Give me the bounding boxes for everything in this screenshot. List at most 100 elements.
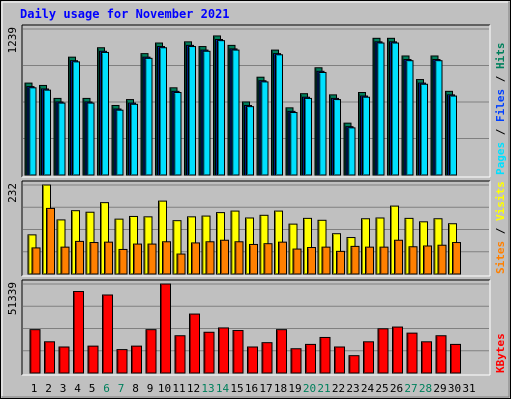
right-legend-visits: Visits [494, 181, 507, 221]
x-tick-label: 25 [375, 382, 388, 395]
x-tick-label: 17 [259, 382, 272, 395]
x-tick-label: 26 [390, 382, 403, 395]
bar-kbytes [102, 294, 113, 374]
x-tick-label: 24 [361, 382, 375, 395]
bar-sites [350, 245, 360, 275]
x-tick-label: 27 [404, 382, 417, 395]
bar-kbytes [247, 346, 258, 374]
y-max-label: 51339 [6, 282, 19, 315]
bar-pages [333, 99, 341, 176]
bar-kbytes [305, 343, 316, 374]
bar-pages [144, 57, 153, 176]
bar-kbytes [73, 291, 84, 374]
bar-kbytes [392, 326, 403, 374]
bar-sites [423, 245, 432, 275]
x-tick-label: 23 [346, 382, 359, 395]
bar-pages [231, 49, 240, 176]
panel-hits-files-pages: 1239 Pages / Files / Hits [6, 24, 507, 178]
right-legend-separator: / [494, 221, 507, 241]
bar-kbytes [334, 346, 345, 374]
bar-kbytes [87, 345, 99, 374]
bar-kbytes [174, 335, 186, 374]
bar-pages [101, 51, 109, 176]
bar-kbytes [450, 343, 461, 374]
bar-sites [191, 242, 200, 275]
x-tick-label: 11 [172, 382, 185, 395]
x-tick-label: 21 [317, 382, 330, 395]
bar-pages [260, 81, 269, 176]
bar-sites [278, 241, 287, 275]
bar-sites [452, 242, 461, 275]
bar-sites [133, 243, 142, 275]
bar-pages [130, 103, 138, 176]
bar-kbytes [232, 330, 244, 374]
y-max-label: 232 [6, 183, 19, 203]
x-tick-label: 6 [103, 382, 110, 395]
x-axis-day-labels: 1 2 3 4 5 6 7 8 9 10 11 12 13 14 15 16 17 18 19 20 21 22 23 24 2… [31, 382, 476, 395]
x-tick-label: 28 [419, 382, 432, 395]
bar-sites [437, 244, 447, 275]
bar-pages [28, 87, 37, 176]
bar-pages [188, 46, 196, 176]
bar-kbytes [363, 341, 374, 374]
bar-pages [72, 61, 80, 176]
bar-kbytes [160, 283, 171, 374]
bar-pages [115, 109, 124, 176]
bar-sites [220, 239, 229, 275]
right-legend-hits: Hits [494, 43, 507, 70]
bar-sites [118, 248, 128, 275]
bar-sites [379, 246, 389, 275]
right-legend: Sites / Visits [494, 181, 507, 274]
bar-sites [46, 207, 55, 275]
right-legend-separator: / [494, 122, 507, 142]
bar-sites [394, 239, 403, 275]
bar-sites [205, 241, 215, 275]
bar-kbytes [377, 328, 389, 374]
bar-sites [249, 243, 258, 275]
bar-sites [292, 248, 302, 275]
x-tick-label: 14 [216, 382, 230, 395]
bar-pages [434, 60, 443, 176]
bar-sites [408, 246, 418, 275]
right-legend: KBytes [494, 333, 507, 373]
bar-pages [289, 112, 298, 176]
bar-pages [173, 92, 182, 176]
bar-pages [304, 97, 312, 176]
bar-pages [202, 50, 211, 176]
right-legend-separator: / [494, 69, 507, 89]
bar-sites [176, 253, 186, 275]
bar-kbytes [189, 313, 200, 374]
bar-pages [405, 60, 414, 176]
bar-kbytes [435, 335, 447, 374]
bar-sites [31, 247, 41, 275]
x-tick-label: 4 [74, 382, 81, 395]
bar-sites [147, 243, 157, 275]
x-tick-label: 7 [118, 382, 125, 395]
bar-kbytes [406, 332, 418, 374]
right-legend: Pages / Files / Hits [494, 43, 507, 176]
y-max-label: 1239 [6, 27, 19, 54]
bar-pages [43, 89, 51, 176]
x-tick-label: 10 [158, 382, 171, 395]
bar-sites [365, 246, 374, 275]
bar-pages [376, 42, 385, 176]
right-legend-pages: Pages [494, 142, 507, 175]
bar-kbytes [290, 348, 302, 374]
x-tick-label: 3 [60, 382, 67, 395]
x-tick-label: 13 [201, 382, 214, 395]
bar-pages [318, 71, 327, 176]
bar-sites [336, 250, 345, 275]
bar-kbytes [58, 346, 70, 374]
bar-sites [234, 241, 244, 275]
right-legend-sites: Sites [494, 241, 507, 274]
x-tick-label: 30 [448, 382, 461, 395]
bar-kbytes [348, 355, 360, 374]
bar-pages [57, 102, 66, 176]
x-tick-label: 19 [288, 382, 301, 395]
bar-kbytes [421, 341, 432, 374]
bar-pages [275, 54, 283, 176]
x-tick-label: 15 [230, 382, 243, 395]
bar-pages [217, 40, 225, 176]
